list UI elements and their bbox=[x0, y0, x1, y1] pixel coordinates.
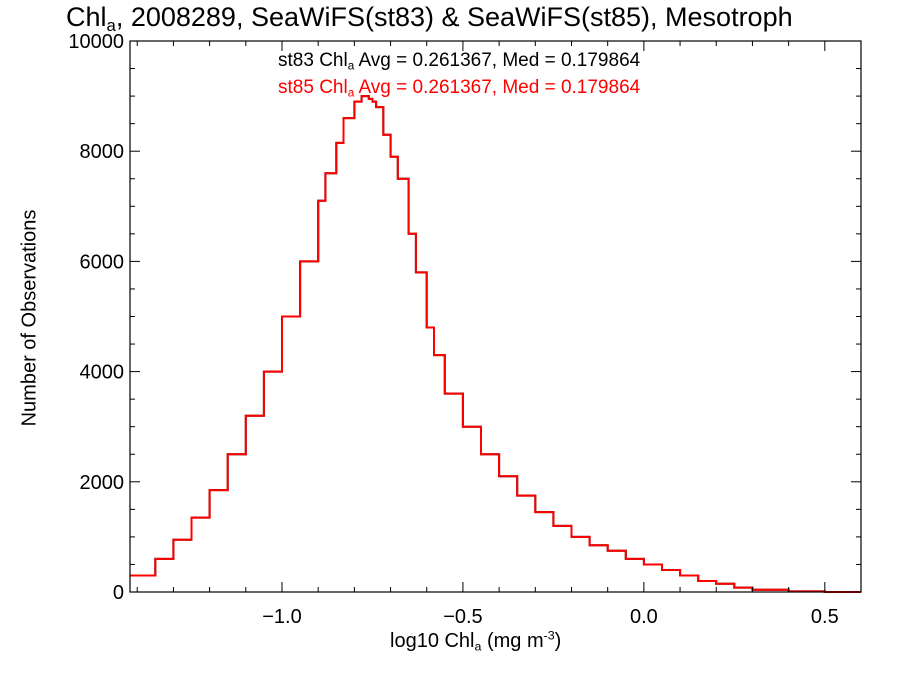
x-tick-label: −1.0 bbox=[262, 606, 301, 628]
plot-frame bbox=[129, 40, 862, 593]
x-axis-label: log10 Chla (mg m-3) bbox=[390, 628, 562, 654]
y-tick-label: 2000 bbox=[80, 472, 125, 494]
x-tick-label: 0.0 bbox=[630, 606, 658, 628]
histogram-series-2 bbox=[130, 95, 861, 593]
stats-annotation-st83: st83 Chla Avg = 0.261367, Med = 0.179864 bbox=[278, 50, 641, 73]
y-tick-label: 4000 bbox=[80, 362, 125, 384]
chart-title: Chla, 2008289, SeaWiFS(st83) & SeaWiFS(s… bbox=[66, 2, 793, 36]
y-axis-label: Number of Observations bbox=[18, 209, 41, 427]
y-tick-label: 6000 bbox=[80, 251, 125, 273]
x-tick-label: −0.5 bbox=[443, 606, 482, 628]
y-tick-label: 8000 bbox=[80, 141, 125, 163]
y-tick-label: 10000 bbox=[68, 31, 124, 53]
stats-annotation-st85: st85 Chla Avg = 0.261367, Med = 0.179864 bbox=[278, 77, 641, 100]
histogram-series-1 bbox=[130, 95, 861, 593]
y-tick-label: 0 bbox=[113, 582, 124, 604]
x-tick-label: 0.5 bbox=[811, 606, 839, 628]
